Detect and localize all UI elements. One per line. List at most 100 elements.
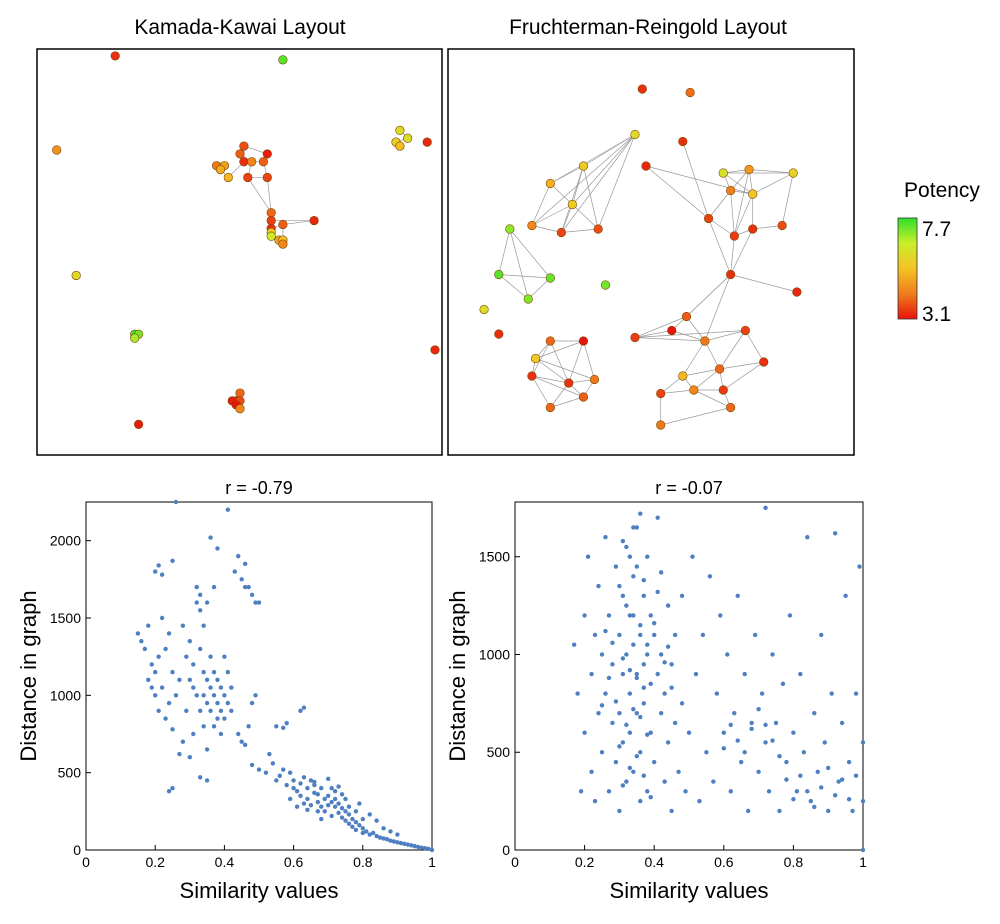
network-node	[726, 185, 736, 196]
scatter-point	[641, 662, 646, 667]
scatter-point	[308, 802, 314, 808]
scatter-point	[826, 808, 831, 814]
scatter-point	[357, 801, 362, 806]
scatter-point	[846, 759, 852, 765]
scatter-point	[599, 750, 605, 755]
scatter-point	[395, 840, 400, 845]
scatter-point	[426, 846, 431, 851]
network-edge	[719, 330, 746, 370]
network-edge	[531, 375, 584, 398]
network-edge	[549, 340, 570, 384]
scatter-point	[305, 796, 310, 802]
network-edge	[708, 218, 731, 275]
scatter-point	[606, 789, 612, 794]
scatter-point	[284, 720, 289, 726]
scatter-point	[395, 832, 400, 837]
scatter-point	[669, 662, 674, 667]
scatter-point	[429, 847, 435, 853]
network-edge	[568, 340, 584, 384]
scatter-point	[624, 652, 629, 657]
scatter-point	[641, 593, 646, 599]
network-edge	[634, 316, 687, 338]
scatter-point	[589, 769, 594, 774]
scatter-point	[360, 830, 365, 836]
network-node	[578, 392, 589, 402]
x-tick-label: 0.8	[784, 854, 804, 870]
scatter-point	[388, 838, 393, 843]
scatter-point	[599, 652, 605, 657]
scatter-point	[204, 677, 210, 683]
scatter-point	[693, 671, 699, 677]
scatter-point	[641, 701, 646, 706]
scatter-point	[197, 646, 203, 652]
scatter-point	[256, 767, 262, 772]
scatter-point	[201, 693, 206, 698]
scatter-point	[707, 574, 713, 579]
scatter-point	[721, 746, 726, 751]
network-edge	[704, 274, 731, 342]
network-node	[748, 224, 758, 234]
x-tick-label: 1	[428, 854, 436, 870]
scatter-point	[832, 531, 838, 536]
scatter-point	[756, 707, 761, 712]
scatter-point	[850, 808, 855, 814]
scatter-point	[596, 710, 601, 716]
scatter-point	[336, 810, 341, 816]
scatter-point	[422, 845, 428, 851]
colorbar-min-label: 3.1	[922, 303, 951, 326]
x-axis-label: Similarity values	[610, 878, 769, 903]
network-node	[527, 371, 537, 381]
scatter-point	[662, 660, 667, 665]
scatter-point	[229, 685, 234, 690]
scatter-point	[672, 632, 678, 638]
kk-network	[52, 51, 440, 430]
scatter-point	[819, 785, 824, 790]
x-tick-label: 1	[859, 854, 867, 870]
scatter-point	[398, 840, 404, 846]
scatter-point	[620, 740, 626, 745]
scatter-point	[791, 796, 796, 802]
scatter-point	[242, 584, 248, 590]
scatter-point	[153, 569, 158, 574]
scatter-point	[763, 722, 768, 728]
network-edge	[634, 330, 746, 338]
network-edge	[531, 225, 562, 233]
scatter-point	[620, 593, 626, 599]
network-node	[395, 141, 405, 151]
scatter-point	[617, 710, 622, 716]
scatter-point	[319, 816, 324, 822]
network-node	[578, 336, 589, 346]
scatter-point	[648, 730, 653, 735]
network-node	[266, 215, 276, 226]
scatter-point	[655, 671, 660, 677]
network-node	[729, 231, 739, 241]
network-edge	[561, 165, 584, 233]
scatter-point	[592, 798, 598, 804]
scatter-point	[645, 652, 650, 657]
scatter-point	[339, 792, 345, 797]
scatter-point	[187, 677, 192, 683]
scatter-point	[853, 773, 859, 778]
scatter-point	[582, 613, 587, 618]
scatter-point	[163, 716, 168, 721]
scatter-point	[718, 613, 723, 618]
scatter-point	[613, 564, 619, 569]
scatter-point	[791, 730, 796, 735]
network-node	[678, 136, 688, 147]
scatter-point	[146, 677, 151, 683]
scatter-point	[655, 515, 660, 520]
scatter-point	[256, 600, 262, 605]
network-node	[530, 353, 541, 364]
x-tick-label: 0.2	[575, 854, 595, 870]
scatter-point	[204, 600, 210, 605]
scatter-point	[728, 722, 733, 728]
network-node	[718, 168, 728, 178]
network-edge	[693, 389, 731, 408]
network-node	[600, 280, 611, 290]
network-edge	[572, 134, 636, 205]
scatter-point	[319, 785, 324, 791]
kk-layout-title: Kamada-Kawai Layout	[134, 16, 345, 39]
scatter-point	[631, 574, 636, 579]
scatter-point	[603, 691, 608, 696]
network-node	[278, 219, 288, 230]
